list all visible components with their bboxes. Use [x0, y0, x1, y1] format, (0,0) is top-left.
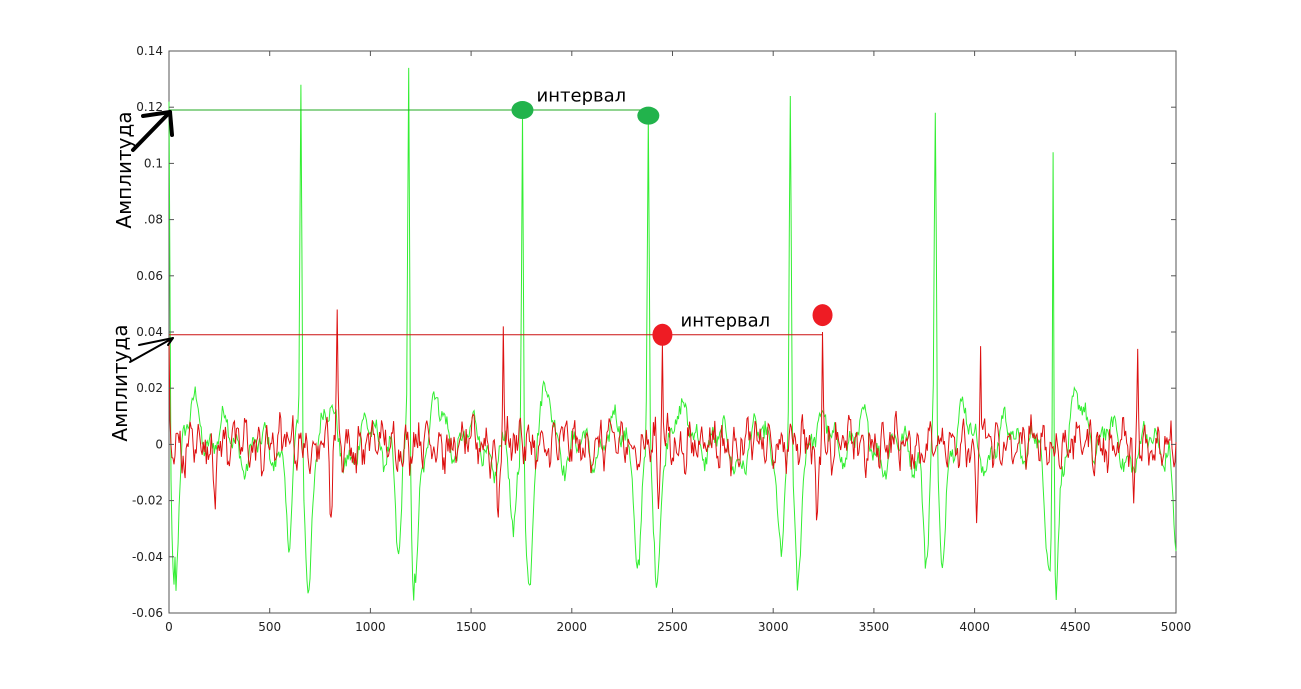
- interval-marker-red: [812, 304, 833, 327]
- interval-label-red: интервал: [681, 310, 771, 331]
- interval-markers: [511, 101, 833, 346]
- series-layer: [168, 67, 1177, 601]
- y-tick-label: .08: [144, 213, 163, 227]
- y-tick-label: 0.04: [136, 325, 163, 339]
- y-axis-label-lower: Амплитуда: [108, 324, 132, 441]
- reference-lines: [169, 109, 823, 336]
- black-arrow-upper: [131, 110, 174, 152]
- black-arrow-lower: [129, 337, 174, 363]
- x-tick-label: 0: [165, 620, 173, 634]
- y-tick-label: -0.04: [132, 550, 163, 564]
- interval-marker-red: [652, 323, 673, 346]
- series-line-red: [168, 309, 1177, 524]
- y-tick-label: 0: [155, 437, 163, 451]
- y-tick-label: 0.14: [136, 44, 163, 58]
- interval-marker-green: [637, 106, 660, 125]
- y-tick-label: 0.1: [144, 156, 163, 170]
- x-tick-label: 1000: [355, 620, 386, 634]
- x-axis: 0 500 1000 1500 2000 2500 3000 3500 4000 4500 5000: [165, 51, 1191, 634]
- x-tick-label: 4500: [1060, 620, 1091, 634]
- x-tick-label: 3500: [859, 620, 890, 634]
- y-tick-label: 0.06: [136, 269, 163, 283]
- y-tick-label: -0.06: [132, 606, 163, 620]
- y-tick-label: 0.02: [136, 381, 163, 395]
- y-axis-label-upper: Амплитуда: [112, 111, 136, 228]
- interval-marker-green: [511, 101, 534, 120]
- x-tick-label: 5000: [1161, 620, 1192, 634]
- x-tick-label: 500: [258, 620, 281, 634]
- x-tick-label: 2000: [557, 620, 588, 634]
- series-line-green: [168, 67, 1177, 601]
- x-tick-label: 1500: [456, 620, 487, 634]
- annotations: интервал интервал: [537, 86, 771, 332]
- plot-area: [168, 50, 1177, 614]
- interval-label-green: интервал: [537, 86, 627, 107]
- y-tick-label: 0.12: [136, 100, 163, 114]
- x-tick-label: 4000: [959, 620, 990, 634]
- y-axis: -0.06 -0.04 -0.02 0 0.02 0.04 0.06 .08 0.1 0.12 0.…: [132, 44, 1176, 620]
- x-tick-label: 3000: [758, 620, 789, 634]
- x-tick-label: 2500: [657, 620, 688, 634]
- y-tick-label: -0.02: [132, 494, 163, 508]
